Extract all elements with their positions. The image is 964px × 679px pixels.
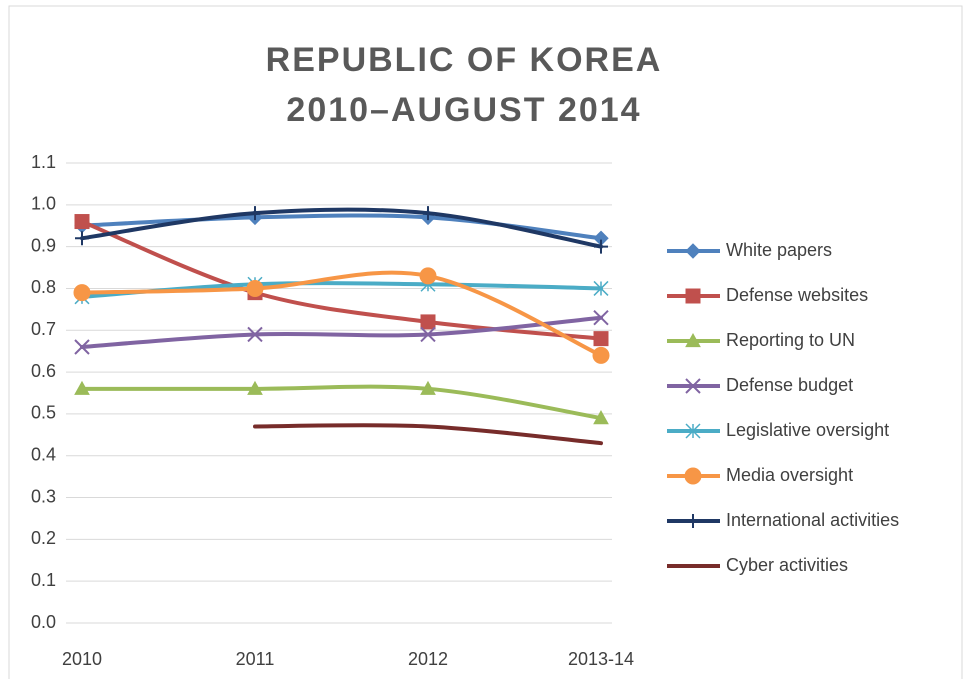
marker [75,231,89,246]
x-tick-label: 2011 [236,649,275,669]
y-tick-label: 0.5 [31,403,56,423]
marker [247,380,263,395]
marker [247,326,263,343]
marker [594,239,608,254]
marker [419,267,437,285]
marker [420,326,436,343]
y-tick-label: 0.8 [31,277,56,297]
y-tick-label: 0.6 [31,361,56,381]
legend-label: Defense websites [726,285,868,305]
series-line [253,423,603,446]
marker [246,279,264,297]
legend-marker [685,243,701,259]
marker [593,310,609,326]
series-line [80,213,603,241]
marker [74,214,90,230]
marker [421,206,435,221]
x-tick-label: 2012 [408,649,448,669]
marker [74,339,90,355]
legend-label: International activities [726,510,899,530]
chart-frame [8,5,963,679]
marker [248,206,262,221]
series-line [80,315,603,349]
y-tick-label: 0.1 [31,570,56,590]
marker [593,410,609,425]
y-tick-label: 0.0 [31,612,56,632]
marker [592,346,610,364]
y-tick-label: 0.3 [31,486,56,506]
series-line [80,384,603,421]
chart-title: 2010–AUGUST 2014 [286,91,641,129]
legend-label: Media oversight [726,465,853,485]
legend-label: Legislative oversight [726,420,889,440]
y-tick-label: 0.4 [31,444,56,464]
legend-marker [686,514,700,528]
marker [593,280,609,296]
series-line [80,270,603,358]
legend-label: Defense budget [726,375,853,395]
marker [420,380,436,395]
legend-marker [685,423,701,439]
x-tick-label: 2013-14 [568,649,634,669]
legend-marker [685,332,701,348]
legend-marker [685,378,701,394]
y-tick-label: 1.0 [31,194,56,214]
legend-label: White papers [726,240,832,260]
marker [74,380,90,395]
legend-marker [684,467,702,485]
x-tick-label: 2010 [62,649,102,669]
y-tick-label: 0.9 [31,235,56,255]
series-line [80,207,603,249]
marker [73,284,91,302]
series-line [80,219,603,341]
y-tick-label: 0.7 [31,319,56,339]
marker [420,314,436,330]
legend-label: Cyber activities [726,555,848,575]
legend-marker [685,288,701,304]
marker [593,331,609,347]
y-tick-label: 1.1 [31,152,56,172]
legend-label: Reporting to UN [726,330,855,350]
chart-title: REPUBLIC OF KOREA [266,41,663,79]
y-tick-label: 0.2 [31,528,56,548]
